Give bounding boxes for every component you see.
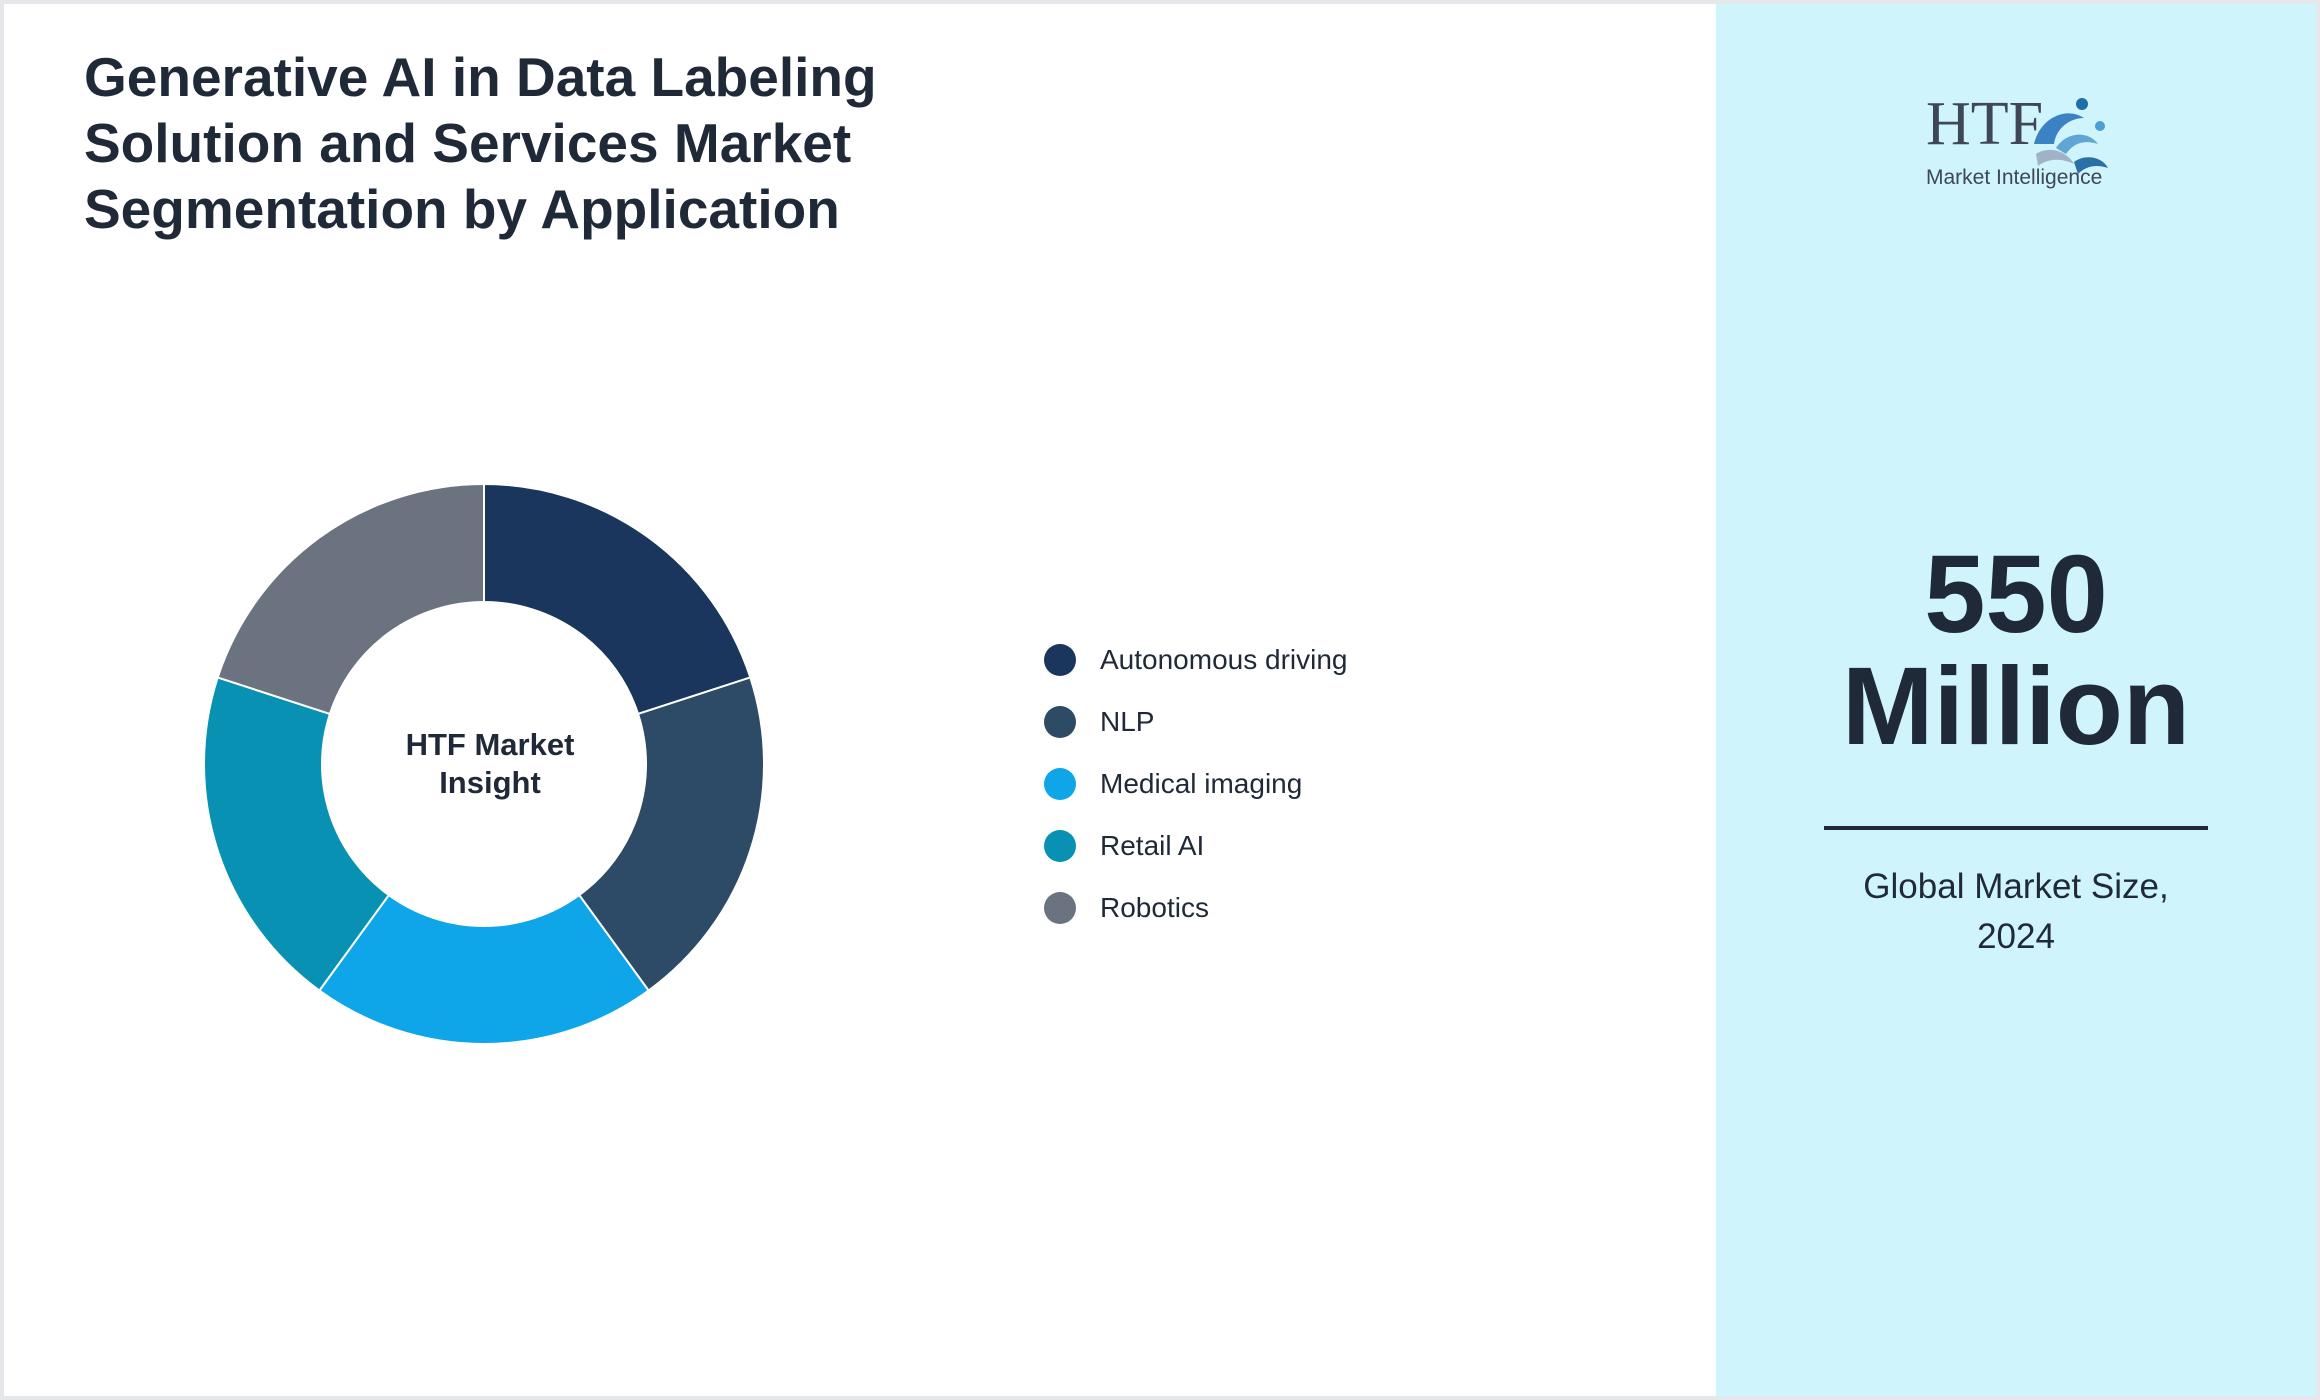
donut-slice-robotics [216,482,485,716]
center-label-line-1: HTF Market [405,727,575,762]
legend-item-retail-ai: Retail AI [1044,815,1444,877]
legend-item-robotics: Robotics [1044,877,1444,939]
caption-line-2: 2024 [1977,917,2055,956]
donut-slice-nlp [577,676,765,992]
logo-main-text: HTF [1926,90,2043,158]
legend-item-nlp: NLP [1044,691,1444,753]
legend-item-autonomous-driving: Autonomous driving [1044,629,1444,691]
legend-swatch-robotics [1044,892,1076,924]
page-title: Generative AI in Data Labeling Solution … [84,46,877,240]
donut-slice-autonomous-driving [483,482,752,716]
legend-label-autonomous-driving: Autonomous driving [1100,644,1348,675]
donut-slice-retail-ai [203,676,391,992]
donut-slice-medical-imaging [318,893,650,1046]
legend-label-medical-imaging: Medical imaging [1100,768,1303,799]
legend-label-retail-ai: Retail AI [1100,830,1205,861]
legend-label-robotics: Robotics [1100,892,1209,923]
market-size-number: 550 [1924,533,2108,656]
logo-sub-text: Market Intelligence [1926,166,2102,189]
legend-item-medical-imaging: Medical imaging [1044,753,1444,815]
market-size-value: 550 Million [1716,539,2316,763]
donut-center-label: HTF Market Insight [340,726,640,802]
legend-swatch-autonomous-driving [1044,644,1076,676]
donut-chart [203,482,765,1046]
caption-line-1: Global Market Size, [1863,867,2169,906]
legend-label-nlp: NLP [1100,706,1155,737]
htf-logo: HTF Market Intelligence [1926,90,2108,189]
chart-legend: Autonomous driving NLP Medical imaging R… [1044,629,1444,939]
legend-swatch-retail-ai [1044,830,1076,862]
market-size-panel: HTF Market Intelligence 550 Million Glob… [1716,4,2316,1396]
legend-swatch-medical-imaging [1044,768,1076,800]
divider-line [1824,826,2208,830]
market-size-unit: Million [1841,645,2191,768]
center-label-line-2: Insight [439,765,541,800]
logo-swirl-icon [2034,98,2108,174]
main-panel: Generative AI in Data Labeling Solution … [4,4,1716,1396]
market-size-caption: Global Market Size, 2024 [1826,862,2206,962]
legend-swatch-nlp [1044,706,1076,738]
